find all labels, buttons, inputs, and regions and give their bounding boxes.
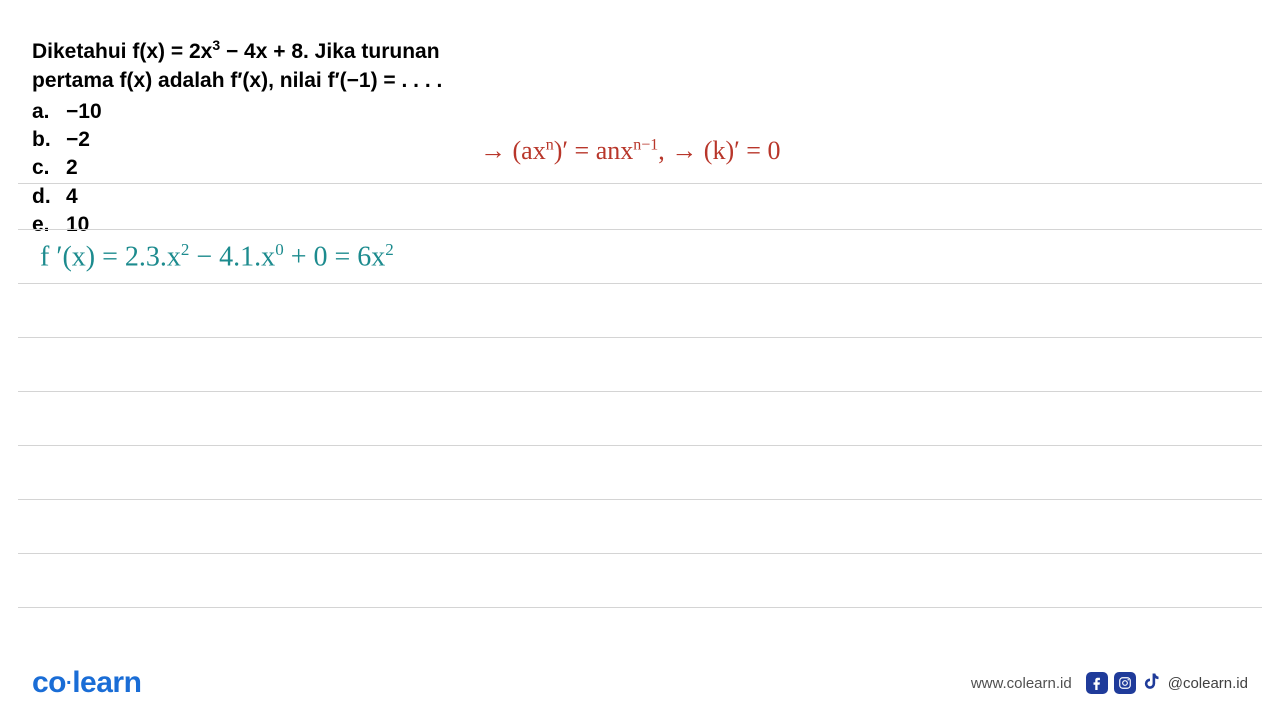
option-text: 10 [66,211,89,239]
rule-text: , → (k)′ = 0 [658,136,780,165]
question-line-2: pertama f(x) adalah f′(x), nilai f′(−1) … [32,66,442,95]
ruled-line [18,391,1262,392]
option-text: −10 [66,98,102,126]
ruled-line [18,337,1262,338]
question-text: − 4x + 8. Jika turunan [220,40,439,63]
handwriting-derivative: f ′(x) = 2.3.x2 − 4.1.x0 + 0 = 6x2 [40,240,394,273]
ruled-line [18,607,1262,608]
ruled-line [18,229,1262,230]
option-b: b. −2 [32,126,442,154]
rule-sup-nm1: n−1 [633,136,658,153]
option-d: d. 4 [32,183,442,211]
footer: co·learn www.colearn.id @colearn.id [32,666,1248,700]
footer-url: www.colearn.id [971,675,1072,692]
logo-right: learn [72,666,141,699]
ruled-line [18,183,1262,184]
option-letter: e. [32,211,52,239]
deriv-text: − 4.1.x [189,241,275,272]
facebook-icon [1086,672,1108,694]
option-c: c. 2 [32,154,442,182]
option-text: 4 [66,183,78,211]
social-handle: @colearn.id [1168,675,1248,692]
rule-text: → (ax [480,136,546,165]
tiktok-icon [1142,671,1162,696]
ruled-line [18,499,1262,500]
option-letter: c. [32,154,52,182]
deriv-text: + 0 = 6x [284,241,386,272]
deriv-text: f ′(x) = 2.3.x [40,241,181,272]
option-letter: b. [32,126,52,154]
handwriting-rule: → (axn)′ = anxn−1, → (k)′ = 0 [480,136,780,166]
option-letter: a. [32,98,52,126]
deriv-sup: 0 [275,240,284,259]
question-block: Diketahui f(x) = 2x3 − 4x + 8. Jika turu… [32,36,442,240]
option-letter: d. [32,183,52,211]
instagram-icon [1114,672,1136,694]
option-text: −2 [66,126,90,154]
options-list: a. −10 b. −2 c. 2 d. 4 e. 10 [32,98,442,240]
ruled-line [18,283,1262,284]
deriv-sup: 2 [385,240,394,259]
ruled-line [18,445,1262,446]
rule-sup-n: n [546,136,554,153]
option-text: 2 [66,154,78,182]
question-line-1: Diketahui f(x) = 2x3 − 4x + 8. Jika turu… [32,36,442,66]
option-e: e. 10 [32,211,442,239]
social-icons: @colearn.id [1086,671,1248,696]
rule-text: )′ = anx [554,136,634,165]
question-text: Diketahui f(x) = 2x [32,40,212,63]
logo-left: co [32,666,66,699]
logo: co·learn [32,666,141,700]
ruled-line [18,553,1262,554]
question-sup: 3 [212,37,220,53]
option-a: a. −10 [32,98,442,126]
footer-right: www.colearn.id @colearn.id [971,671,1248,696]
